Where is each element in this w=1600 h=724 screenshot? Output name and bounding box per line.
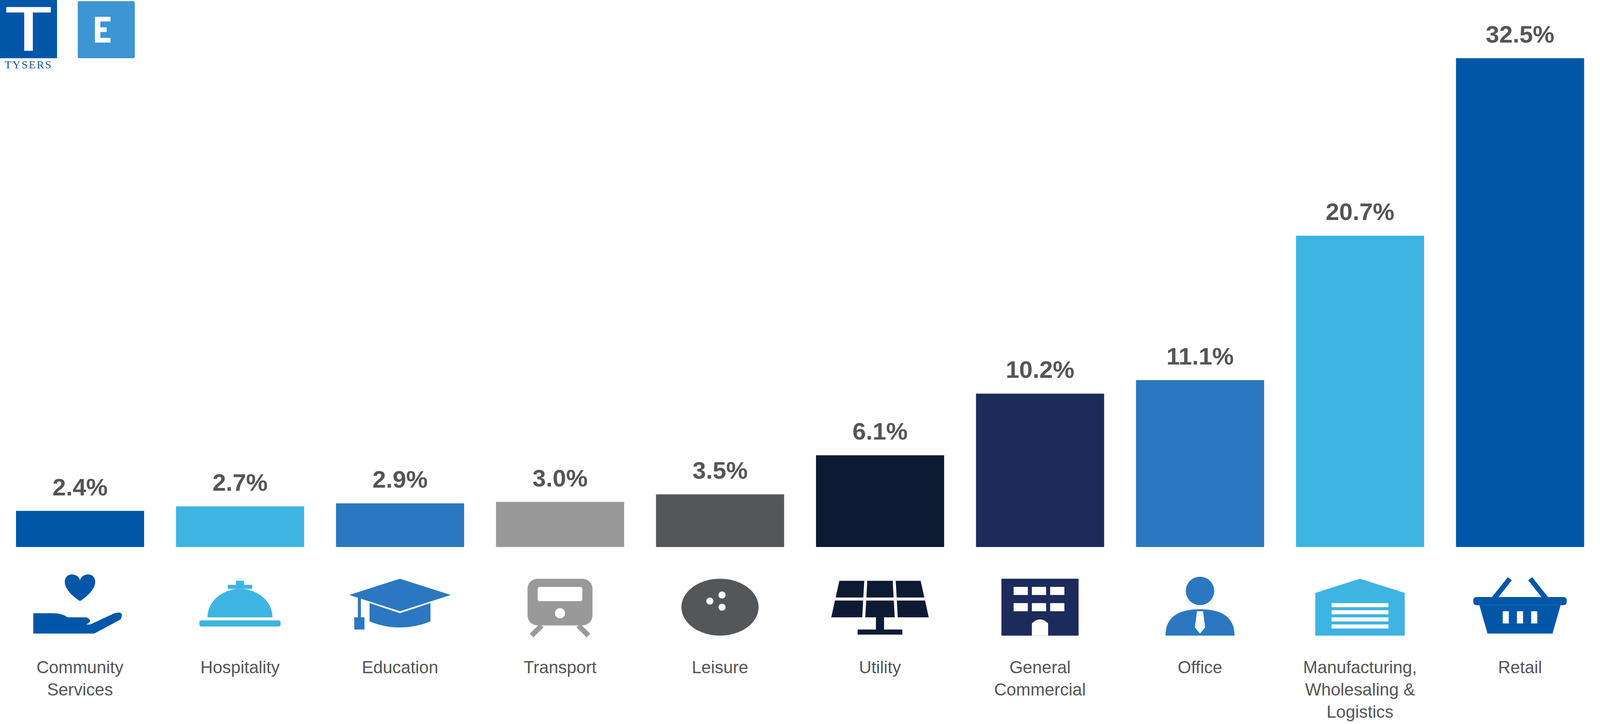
svg-text:6.1%: 6.1% (852, 417, 908, 445)
svg-text:32.5%: 32.5% (1485, 20, 1555, 48)
svg-text:Services: Services (46, 679, 113, 699)
svg-text:General: General (1009, 657, 1071, 677)
svg-text:3.0%: 3.0% (532, 464, 588, 492)
svg-text:Transport: Transport (523, 657, 597, 677)
svg-text:2.4%: 2.4% (52, 473, 108, 501)
svg-text:2.7%: 2.7% (212, 468, 268, 496)
svg-text:Leisure: Leisure (691, 657, 749, 677)
html-text:TYSERS: TYSERS (4, 58, 53, 71)
svg-text:Wholesaling &: Wholesaling & (1305, 679, 1415, 699)
svg-text:Logistics: Logistics (1326, 701, 1394, 722)
svg-text:Retail: Retail (1498, 657, 1543, 677)
svg-text:Utility: Utility (858, 657, 902, 677)
svg-text:Education: Education (361, 657, 439, 677)
svg-text:Hospitality: Hospitality (200, 657, 280, 677)
svg-text:11.1%: 11.1% (1166, 342, 1234, 370)
svg-text:10.2%: 10.2% (1005, 355, 1075, 383)
svg-text:20.7%: 20.7% (1325, 198, 1395, 225)
svg-text:3.5%: 3.5% (692, 456, 748, 484)
svg-text:2.9%: 2.9% (372, 465, 428, 493)
svg-text:Community: Community (36, 657, 124, 677)
svg-text:Commercial: Commercial (994, 679, 1086, 699)
svg-text:Office: Office (1177, 657, 1223, 677)
svg-text:Manufacturing,: Manufacturing, (1303, 657, 1417, 677)
